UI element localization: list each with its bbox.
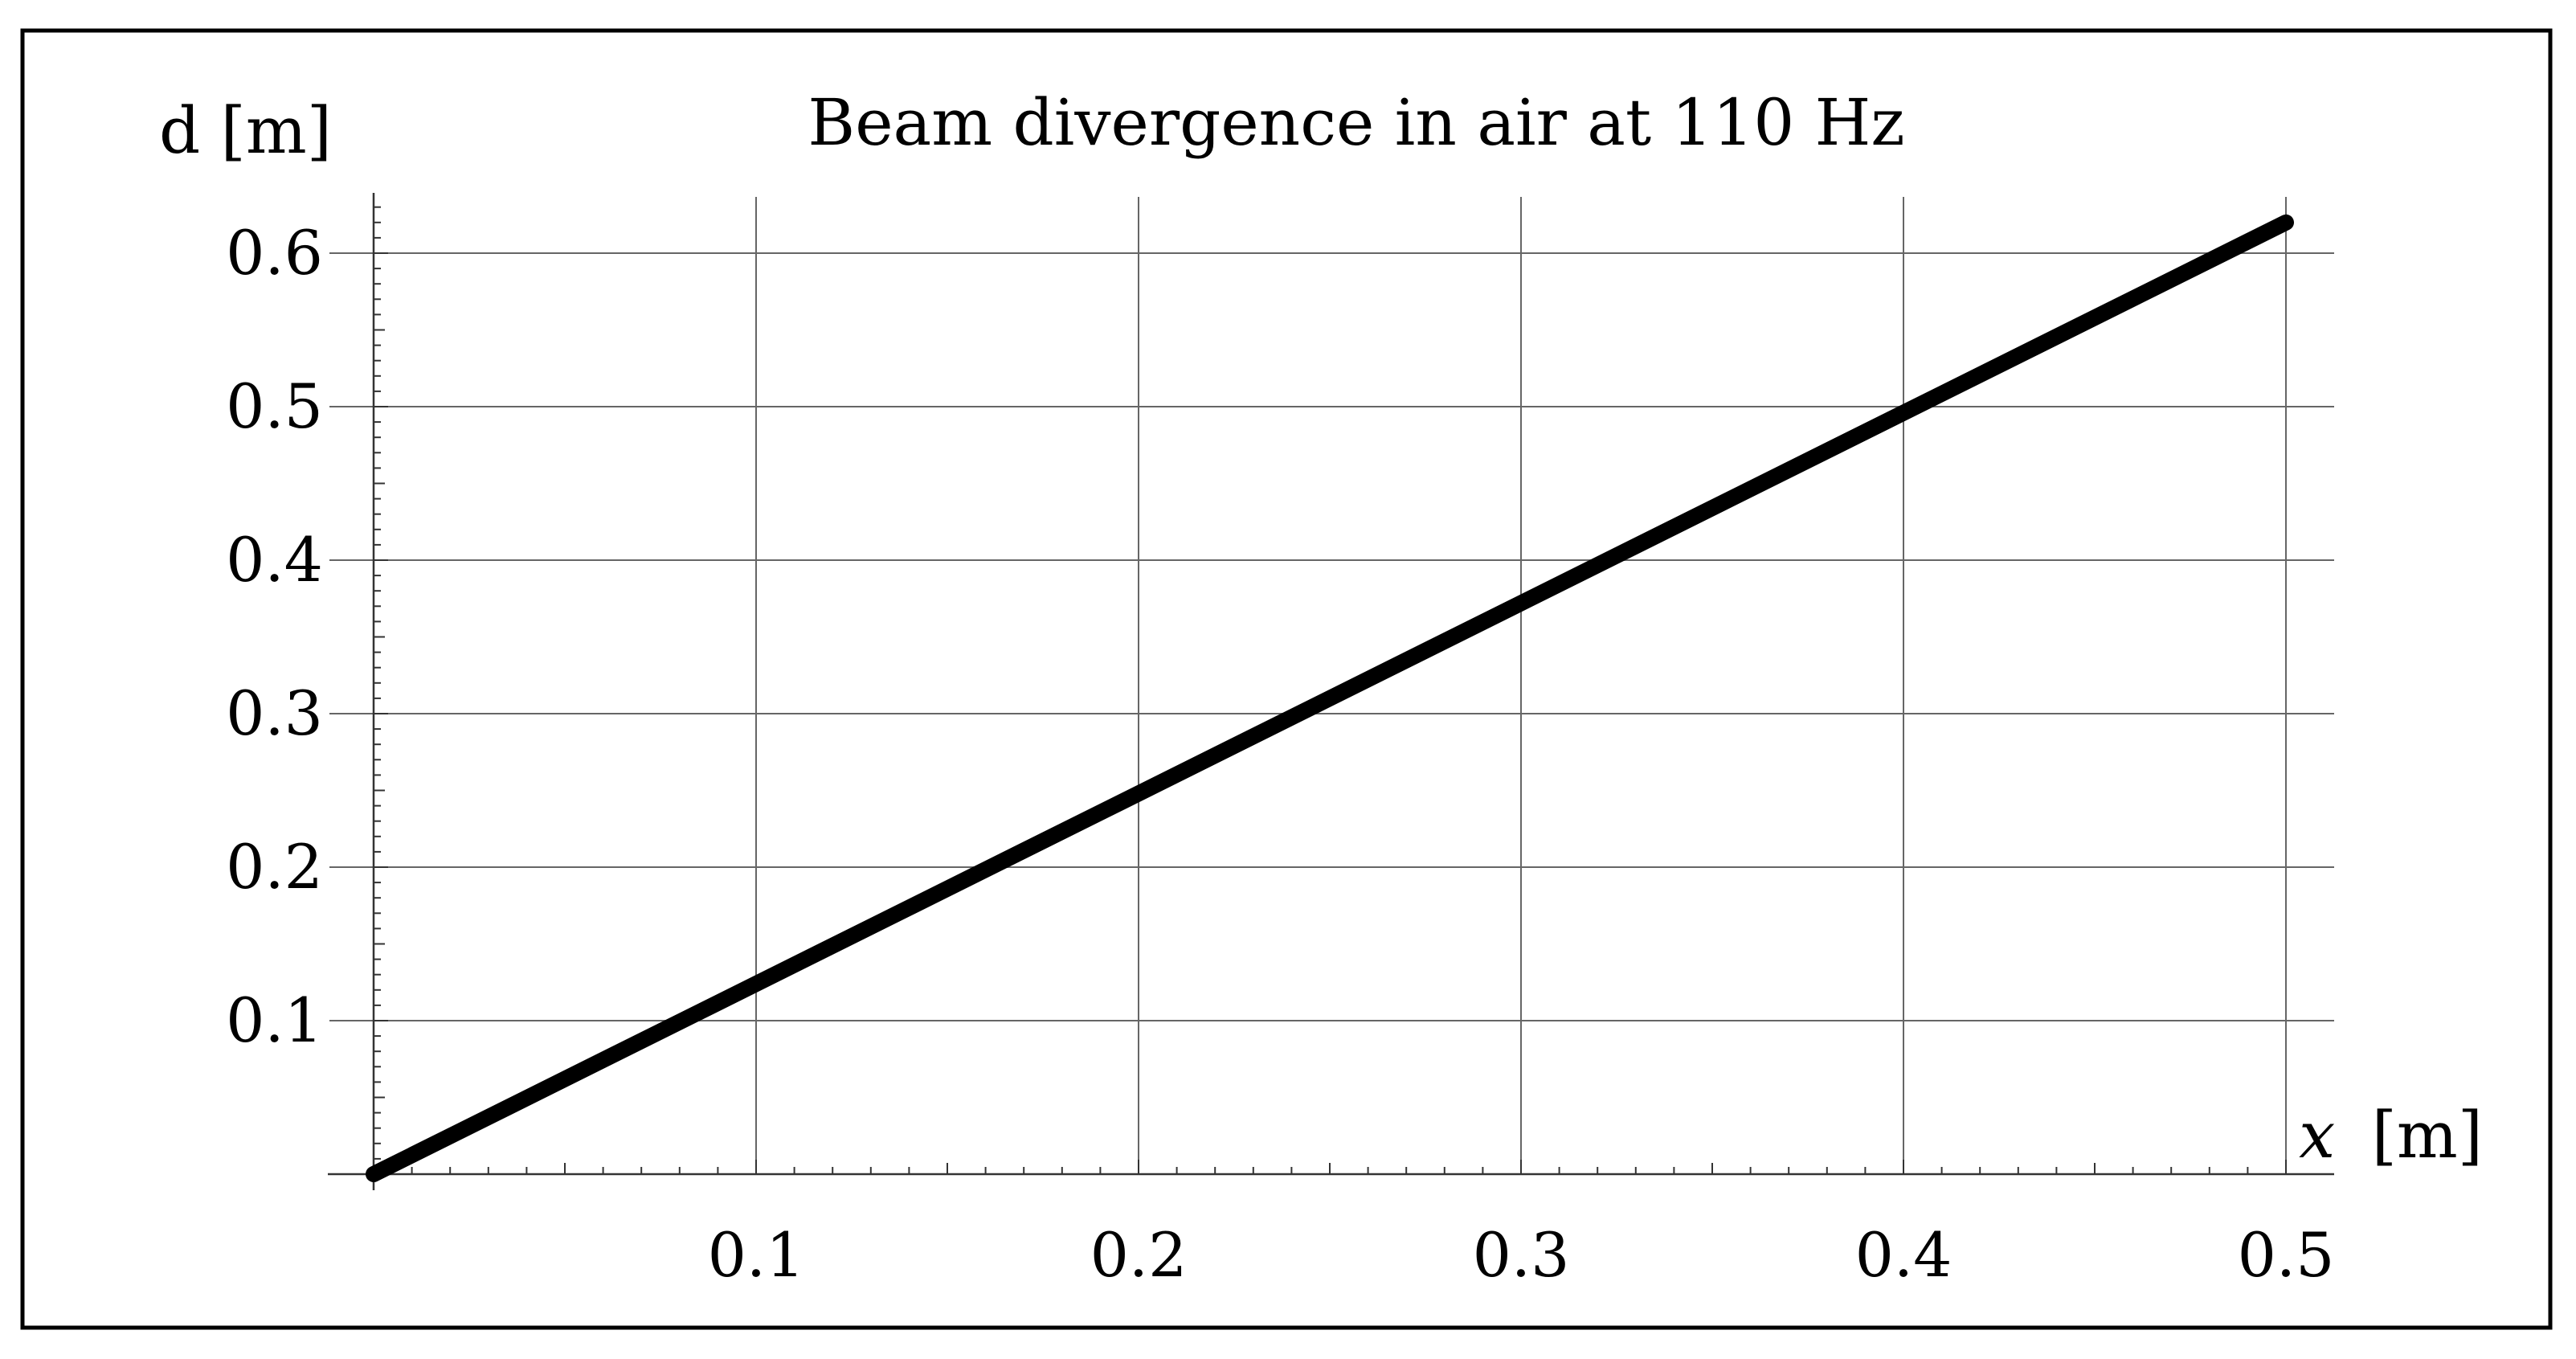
y-tick-label: 0.5 (226, 370, 323, 442)
x-axis-label: x [m] (2299, 1098, 2483, 1173)
chart-border (20, 28, 2553, 1330)
y-tick-label: 0.3 (226, 677, 323, 749)
x-tick-label: 0.5 (2238, 1219, 2335, 1291)
y-tick-label: 0.6 (226, 217, 323, 289)
x-axis-label-var: x (2299, 1098, 2335, 1173)
y-tick-label: 0.2 (226, 831, 323, 903)
y-tick-label: 0.4 (226, 524, 323, 596)
x-axis-label-unit: [m] (2372, 1098, 2483, 1173)
x-tick-label: 0.1 (708, 1219, 805, 1291)
y-axis-label: d [m] (159, 93, 332, 168)
x-tick-label: 0.2 (1090, 1219, 1188, 1291)
series-line-beam-diameter (366, 214, 2294, 1182)
chart-title: Beam divergence in air at 110 Hz (808, 85, 1904, 160)
y-tick-label: 0.1 (226, 984, 323, 1056)
x-tick-label: 0.4 (1855, 1219, 1952, 1291)
grid-layer (329, 197, 2334, 1174)
minor-tick-layer (374, 206, 2287, 1174)
axis-layer (328, 193, 2334, 1190)
x-tick-label: 0.3 (1473, 1219, 1570, 1291)
label-layer: 0.1 0.2 0.3 0.4 0.5 0.1 0.2 0.3 0.4 0.5 0.6 (226, 217, 2334, 1291)
series-layer (366, 214, 2294, 1182)
